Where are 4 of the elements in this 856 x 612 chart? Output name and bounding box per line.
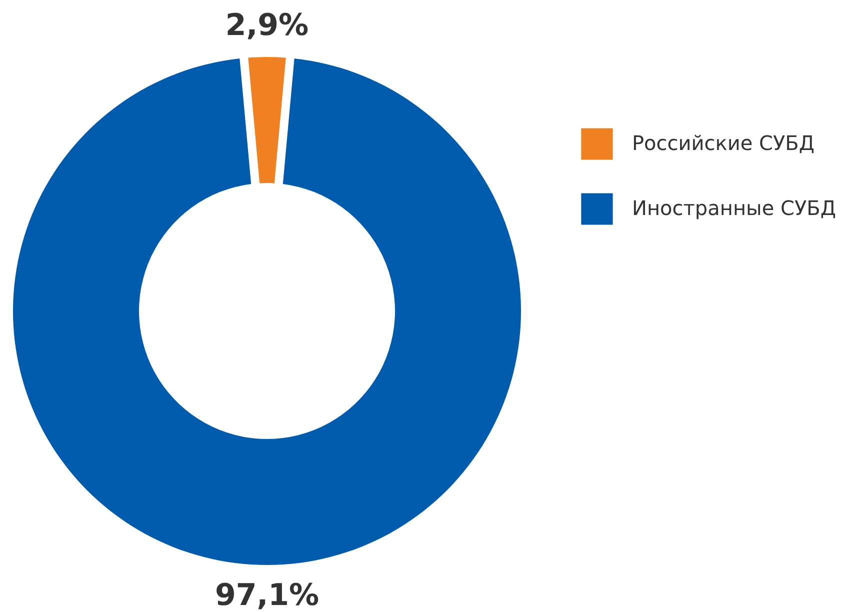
legend-label: Российские СУБД <box>632 131 815 155</box>
data-label: 97,1% <box>214 578 320 612</box>
data-label: 2,9% <box>225 8 309 43</box>
legend-label: Иностранные СУБД <box>632 196 836 220</box>
